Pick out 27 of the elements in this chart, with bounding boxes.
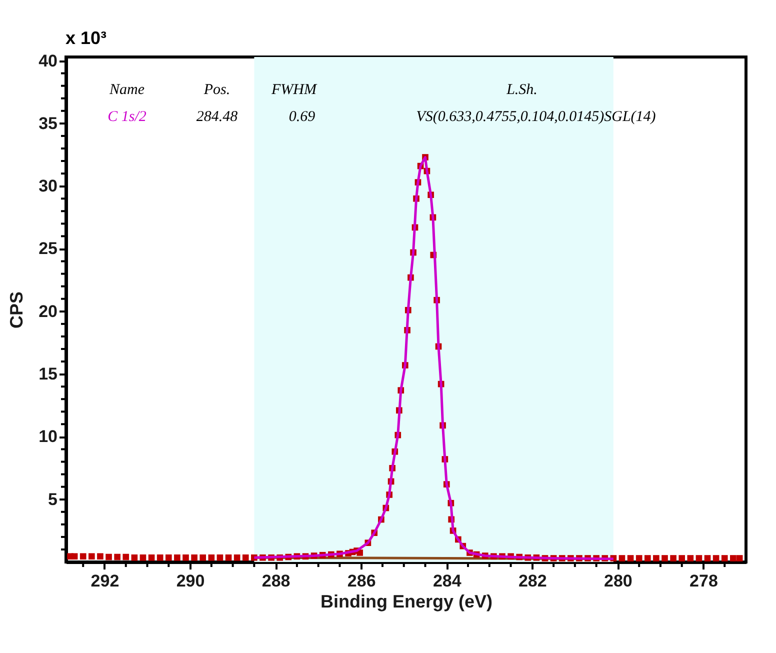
y-tick-label: 30 — [38, 176, 58, 196]
x-axis-title: Binding Energy (eV) — [320, 592, 493, 612]
y-tick-label: 20 — [38, 302, 58, 321]
text: C 1s/2 — [108, 109, 147, 125]
annotation: L.Sh. — [506, 82, 538, 98]
x-tick-label: 292 — [90, 572, 120, 590]
y-tick-label: 35 — [38, 114, 58, 133]
x-tick-label: 282 — [518, 572, 547, 590]
x-tick-label: 278 — [690, 572, 718, 590]
y-tick-label: 40 — [38, 51, 58, 70]
y-tick-label: 10 — [38, 427, 58, 446]
y-tick-label: 25 — [38, 239, 58, 258]
annotation: Name — [108, 82, 145, 98]
text: x 10³ — [65, 28, 107, 48]
y-axis-title: CPS — [6, 291, 27, 329]
x-tick-label: 284 — [432, 572, 462, 590]
x-tick-label: 288 — [262, 572, 290, 590]
y-tick-label: 5 — [48, 490, 58, 509]
x-tick-label: 290 — [176, 572, 205, 590]
annotation: 0.69 — [288, 109, 316, 125]
annotation: FWHM — [270, 82, 318, 98]
y-tick-label: 15 — [38, 364, 58, 384]
annotation: VS(0.633,0.4755,0.104,0.0145)SGL(14) — [416, 109, 656, 125]
annotation: 284.48 — [196, 109, 238, 125]
x-tick-label: 286 — [347, 572, 376, 590]
annotation: Pos. — [202, 82, 230, 98]
x-tick-label: 280 — [604, 572, 632, 590]
